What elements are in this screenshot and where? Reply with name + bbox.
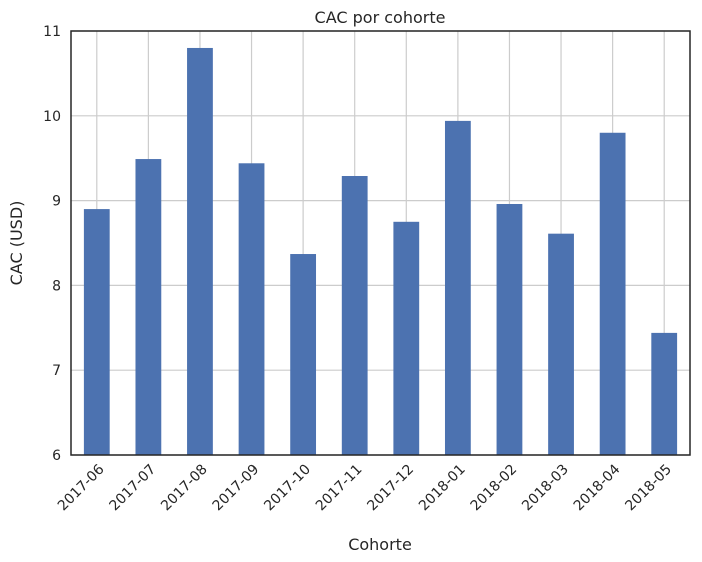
y-axis-label: CAC (USD) [7, 201, 26, 286]
y-tick-label: 11 [43, 24, 61, 40]
x-axis-label: Cohorte [348, 535, 412, 554]
bars [83, 47, 678, 456]
y-tick-label: 8 [52, 278, 61, 294]
bar-2018-03 [548, 233, 574, 455]
bar-2017-06 [83, 209, 110, 455]
y-tick-label: 9 [52, 194, 61, 210]
bar-2018-01 [444, 120, 471, 455]
y-tick-label: 10 [43, 109, 61, 125]
chart-title: CAC por cohorte [315, 8, 446, 27]
plot-frame [70, 30, 691, 456]
bar-2018-04 [599, 132, 626, 455]
y-axis-ticks: 6 7 8 9 10 11 [43, 24, 61, 464]
bar-2018-02 [496, 203, 523, 455]
y-tick-label: 6 [52, 448, 61, 464]
bar-2017-09 [238, 163, 265, 455]
y-tick-label: 7 [52, 363, 61, 379]
bar-2017-10 [290, 254, 317, 455]
bar-2017-12 [393, 221, 420, 455]
bar-2017-08 [187, 47, 213, 456]
bar-2017-11 [341, 176, 368, 455]
bar-2017-07 [135, 159, 162, 455]
bar-2018-05 [651, 332, 678, 455]
